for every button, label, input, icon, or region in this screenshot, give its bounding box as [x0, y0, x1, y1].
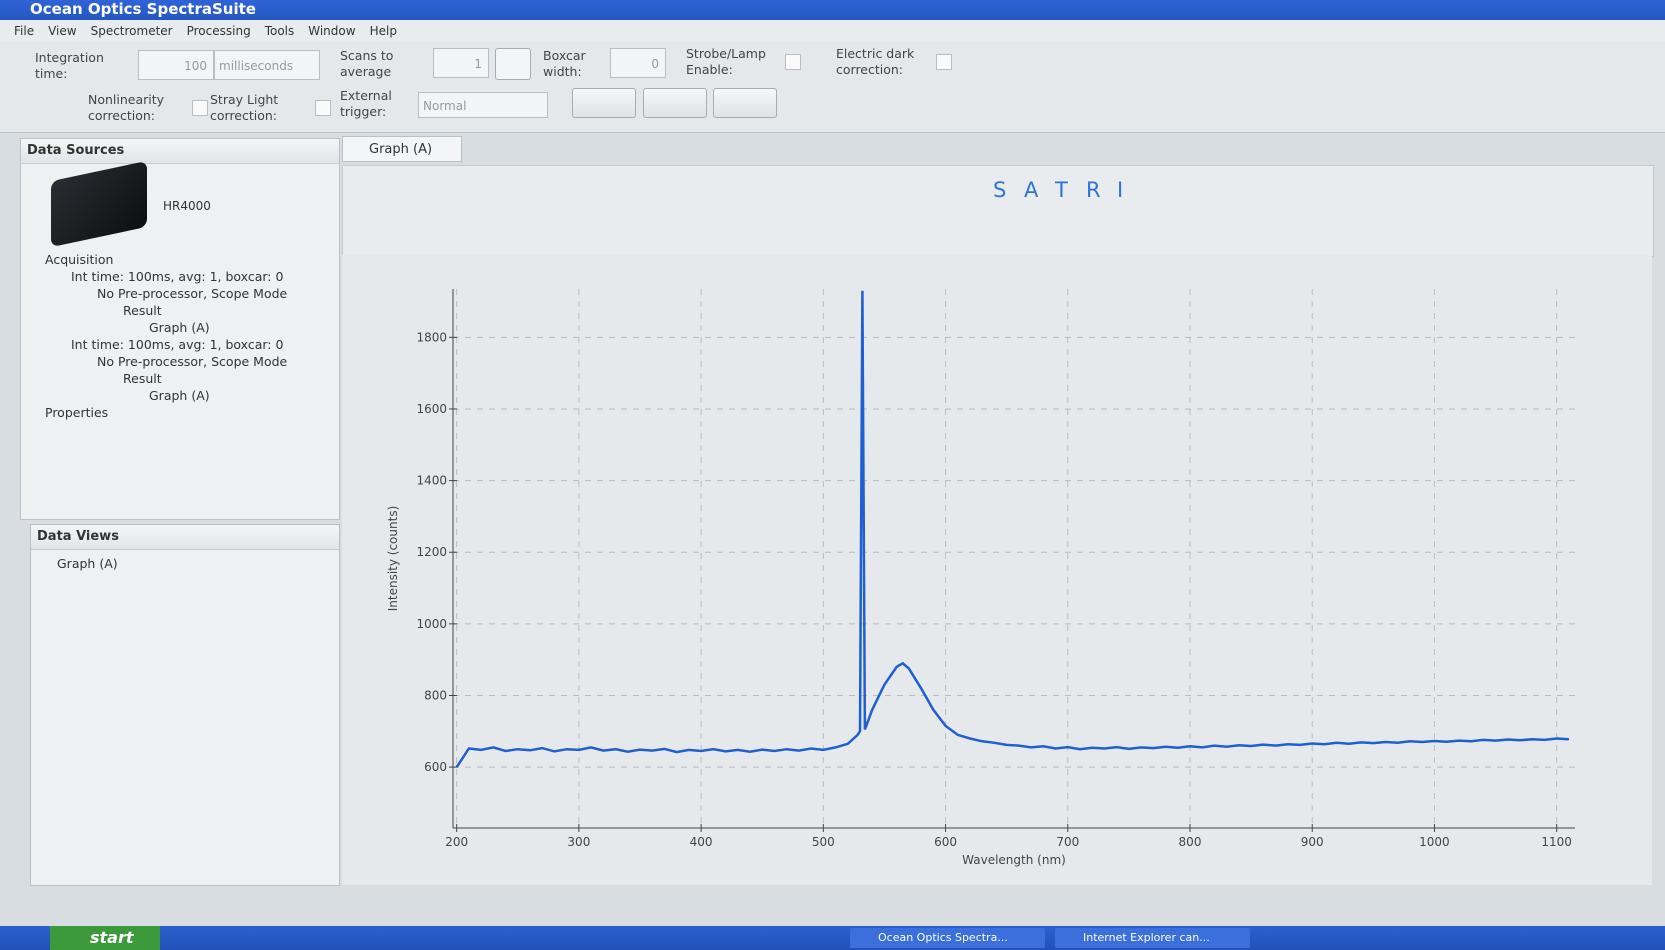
y-tick-label: 1600	[416, 402, 447, 416]
integration-time-input[interactable]: 100	[138, 50, 214, 80]
x-tick-label: 1100	[1541, 835, 1572, 849]
x-axis-label: Wavelength (nm)	[962, 853, 1066, 867]
device-name: HR4000	[163, 199, 211, 213]
label: Strobe/Lamp Enable:	[686, 46, 766, 77]
graph-tool[interactable]: S	[993, 178, 1007, 202]
graph-tab[interactable]: Graph (A)	[342, 136, 462, 162]
tree-node[interactable]: Graph (A)	[149, 320, 210, 335]
device-image	[51, 160, 147, 248]
menu-item[interactable]: Processing	[186, 24, 251, 38]
spectrum-line	[455, 290, 1569, 768]
pause-button[interactable]	[572, 88, 636, 118]
graph-area	[342, 255, 1652, 885]
graph-tool[interactable]: R	[1086, 178, 1101, 202]
x-tick-label: 800	[1179, 835, 1202, 849]
menu-item[interactable]: File	[14, 24, 35, 38]
task-button[interactable]: Ocean Optics Spectra...	[850, 928, 1045, 948]
reset-button[interactable]	[495, 48, 531, 80]
play-button[interactable]	[713, 88, 777, 118]
x-tick-label: 200	[445, 835, 468, 849]
x-tick-label: 500	[812, 835, 835, 849]
start-button[interactable]: start	[50, 926, 160, 950]
data-views-panel: Data Views Graph (A)	[30, 524, 340, 886]
menu-item[interactable]: Spectrometer	[90, 24, 173, 38]
menu-item[interactable]: Help	[369, 24, 397, 38]
x-tick-label: 300	[567, 835, 590, 849]
x-tick-label: 700	[1056, 835, 1079, 849]
y-tick-label: 800	[424, 688, 447, 702]
x-tick-label: 900	[1301, 835, 1324, 849]
x-tick-label: 400	[690, 835, 713, 849]
tree-node[interactable]: Result	[123, 303, 162, 318]
tree-node[interactable]: No Pre-processor, Scope Mode	[97, 354, 288, 369]
x-tick-label: 600	[934, 835, 957, 849]
task-button[interactable]: Internet Explorer can...	[1055, 928, 1250, 948]
label: Integration time:	[35, 50, 104, 81]
trigger-select[interactable]: Normal	[418, 92, 548, 118]
label: Stray Light correction:	[210, 92, 279, 123]
x-tick-label: 1000	[1419, 835, 1450, 849]
nonlinearity-checkbox[interactable]	[192, 100, 208, 116]
label: Boxcar width:	[543, 48, 586, 79]
view-list: Graph (A)	[41, 555, 118, 572]
view-item[interactable]: Graph (A)	[57, 556, 118, 571]
boxcar-input[interactable]: 0	[610, 48, 666, 78]
source-tree: Acquisition Int time: 100ms, avg: 1, boxc…	[45, 251, 287, 421]
strobe-checkbox[interactable]	[785, 54, 801, 70]
title-bar: Ocean Optics SpectraSuite	[0, 0, 1665, 20]
y-tick-label: 600	[424, 760, 447, 774]
graph-tool[interactable]: I	[1117, 178, 1124, 202]
menu-bar: File View Spectrometer Processing Tools Windo…	[0, 20, 1665, 42]
graph-tool[interactable]: T	[1055, 178, 1068, 202]
y-axis-label: Intensity (counts)	[386, 506, 400, 612]
label: External trigger:	[340, 88, 392, 119]
tree-node[interactable]: Result	[123, 371, 162, 386]
graph-tool[interactable]: A	[1024, 178, 1039, 202]
y-tick-label: 1400	[416, 474, 447, 488]
scans-input[interactable]: 1	[433, 48, 489, 78]
label: Electric dark correction:	[836, 46, 915, 77]
tree-node[interactable]: Int time: 100ms, avg: 1, boxcar: 0	[71, 337, 284, 352]
tree-node[interactable]: Acquisition	[45, 252, 114, 267]
chart: 200 300 400 500 600 700 800 900 1000 1100 600 800 10…	[386, 289, 1575, 867]
y-tick-label: 1800	[416, 330, 447, 344]
menu-item[interactable]: Tools	[264, 24, 295, 38]
taskbar: start Ocean Optics Spectra... Internet Ex…	[0, 926, 1665, 950]
panel-title: Data Sources	[21, 139, 339, 164]
step-button[interactable]	[643, 88, 707, 118]
tree-node[interactable]: Graph (A)	[149, 388, 210, 403]
tree-node[interactable]: Properties	[45, 405, 109, 420]
label: Scans to average	[340, 48, 394, 79]
dark-checkbox[interactable]	[936, 54, 952, 70]
menu-item[interactable]: View	[48, 24, 77, 38]
tree-node[interactable]: No Pre-processor, Scope Mode	[97, 286, 288, 301]
y-tick-label: 1000	[416, 617, 447, 631]
data-sources-panel: Data Sources HR4000 Acquisition Int time:…	[20, 138, 340, 520]
y-tick-label: 1200	[416, 545, 447, 559]
acquisition-toolbar: Integration time: 100 milliseconds Scans…	[0, 42, 1665, 133]
panel-title: Data Views	[31, 525, 339, 550]
menu-item[interactable]: Window	[308, 24, 356, 38]
label: Nonlinearity correction:	[88, 92, 165, 123]
tree-node[interactable]: Int time: 100ms, avg: 1, boxcar: 0	[71, 269, 284, 284]
stray-checkbox[interactable]	[315, 100, 331, 116]
unit-select[interactable]: milliseconds	[214, 50, 320, 80]
